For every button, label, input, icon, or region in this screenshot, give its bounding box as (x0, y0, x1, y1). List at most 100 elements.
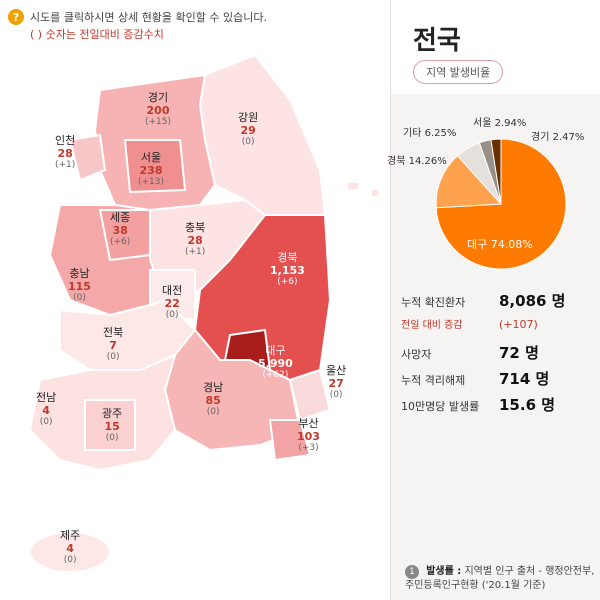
region-label-jeonnam[interactable]: 전남 4 (0) (36, 391, 57, 428)
region-label-ulsan[interactable]: 울산 27 (0) (326, 364, 347, 401)
stat-value: (+107) (499, 318, 538, 331)
region-label-incheon[interactable]: 인천 28 (+1) (55, 134, 76, 171)
help-box: ? 시도를 클릭하시면 상세 현황을 확인할 수 있습니다. ( ) 숫자는 전… (8, 8, 267, 42)
region-count: 200 (146, 103, 170, 117)
pie-svg (435, 138, 567, 270)
region-shape-busan[interactable] (268, 419, 312, 462)
region-name: 경기 (147, 91, 169, 104)
region-delta: (+15) (145, 117, 172, 128)
region-label-gyeonggi[interactable]: 경기 200 (+15) (145, 91, 172, 128)
region-delta: (0) (165, 310, 179, 321)
region-shape-gangwon[interactable] (198, 53, 327, 216)
stat-released: 누적 격리해제 714 명 (401, 368, 597, 394)
region-count: 28 (187, 233, 203, 247)
footnote-key: 발생률 : (426, 566, 462, 577)
stat-label: 10만명당 발생률 (401, 400, 480, 413)
region-count: 85 (205, 393, 221, 407)
region-name: 대구 (265, 344, 286, 357)
region-label-daejeon[interactable]: 대전 22 (0) (162, 284, 182, 321)
region-name: 울산 (326, 364, 347, 377)
stat-value: 15.6 명 (499, 396, 556, 414)
region-count: 15 (104, 419, 120, 433)
region-delta: (+13) (138, 177, 165, 188)
region-delta: (+1) (185, 247, 206, 258)
region-count: 29 (240, 123, 256, 137)
help-subtext: ( ) 숫자는 전일대비 증감수치 (30, 28, 164, 41)
korea-map: 경기 200 (+15) 강원 29 (0) 인천 28 (+1) 서울 238… (0, 40, 390, 600)
stat-value: 8,086 명 (499, 292, 566, 310)
stat-rate: 10만명당 발생률 15.6 명 (401, 394, 597, 420)
pie-slice-gyeongbuk (435, 154, 503, 209)
region-count: 238 (139, 163, 163, 177)
pie-chart: 서울 2.94% 기타 6.25% 경기 2.47% 경북 14.26% 대구 … (387, 94, 600, 294)
region-delta: (0) (329, 390, 343, 401)
region-delta: (+1) (55, 160, 76, 171)
region-name: 경북 (277, 251, 298, 264)
region-rate-button[interactable]: 지역 발생비율 (413, 60, 504, 84)
region-delta: (0) (241, 137, 255, 148)
pie-label-gyeonggi: 경기 2.47% (531, 132, 585, 143)
region-name: 인천 (55, 134, 76, 147)
pie-slice-gyeonggi (490, 138, 502, 205)
region-count: 5,990 (258, 356, 293, 370)
region-label-busan[interactable]: 부산 103 (+3) (297, 417, 320, 454)
region-count: 7 (109, 338, 117, 352)
region-name: 경남 (203, 381, 224, 394)
island-ulleung (372, 190, 378, 196)
footnote-number-icon: 1 (405, 565, 419, 579)
region-count: 38 (112, 223, 128, 237)
region-delta: (+6) (110, 237, 131, 248)
footnote: 1 발생률 : 지역별 인구 출처 - 행정안전부, 주민등록인구현황 ('20… (405, 565, 599, 593)
region-shape-jeju[interactable] (29, 531, 111, 573)
region-shape-ulsan[interactable] (288, 368, 332, 422)
stat-label: 사망자 (401, 348, 432, 361)
region-label-jeonbuk[interactable]: 전북 7 (0) (103, 326, 123, 363)
footnote-text: 지역별 인구 출처 - 행정안전부, 주민등록인구현황 ('20.1월 기준) (405, 566, 595, 591)
region-count: 115 (68, 279, 91, 293)
region-name: 세종 (110, 211, 131, 224)
region-label-gyeongbuk[interactable]: 경북 1,153 (+6) (270, 251, 305, 288)
panel-header: 전국 지역 발생비율 (391, 0, 600, 94)
stat-deaths: 사망자 72 명 (401, 342, 597, 368)
region-delta: (0) (63, 555, 77, 566)
region-name: 서울 (140, 151, 162, 164)
help-text: 시도를 클릭하시면 상세 현황을 확인할 수 있습니다. (30, 11, 267, 24)
region-count: 103 (297, 429, 320, 443)
island-dokdo (348, 183, 358, 189)
region-delta: (+3) (298, 443, 319, 454)
pie-label-gita: 기타 6.25% (403, 128, 457, 139)
region-delta: (0) (73, 293, 86, 304)
region-name: 전남 (36, 391, 57, 404)
panel-title: 전국 (413, 26, 461, 56)
region-label-gwangju[interactable]: 광주 15 (0) (102, 407, 122, 444)
region-label-gyeongnam[interactable]: 경남 85 (0) (203, 381, 224, 418)
region-label-sejong[interactable]: 세종 38 (+6) (110, 211, 131, 248)
region-label-seoul[interactable]: 서울 238 (+13) (138, 151, 165, 188)
help-icon: ? (8, 9, 24, 25)
stat-confirmed: 누적 확진환자 8,086 명 (401, 290, 597, 316)
region-delta: (0) (105, 433, 119, 444)
region-shape-seoul[interactable] (123, 139, 187, 194)
region-count: 4 (42, 403, 50, 417)
region-label-chungnam[interactable]: 충남 115 (0) (68, 267, 91, 304)
region-delta: (+62) (262, 370, 289, 381)
region-name: 충남 (69, 267, 90, 280)
region-shape-incheon[interactable] (68, 133, 107, 182)
summary-panel: 전국 지역 발생비율 서울 2.94% 기타 6.25% 경기 2.47% 경북… (387, 0, 600, 600)
region-label-jeju[interactable]: 제주 4 (0) (60, 529, 81, 566)
stat-label: 누적 확진환자 (401, 296, 466, 309)
region-name: 제주 (60, 529, 81, 542)
region-label-gangwon[interactable]: 강원 29 (0) (238, 111, 259, 148)
stat-label: 전일 대비 증감 (401, 320, 463, 331)
region-name: 강원 (238, 111, 259, 124)
region-label-chungbuk[interactable]: 충북 28 (+1) (185, 221, 206, 258)
region-delta: (0) (39, 417, 53, 428)
pie-label-daegu: 대구 74.08% (467, 238, 533, 251)
region-count: 28 (57, 146, 73, 160)
region-delta: (+6) (277, 277, 298, 288)
region-label-daegu[interactable]: 대구 5,990 (+62) (258, 344, 293, 381)
region-shape-gwangju[interactable] (84, 399, 136, 451)
stat-value: 714 명 (499, 370, 550, 388)
pie-label-gyeongbuk: 경북 14.26% (387, 156, 447, 167)
region-name: 부산 (298, 417, 319, 430)
